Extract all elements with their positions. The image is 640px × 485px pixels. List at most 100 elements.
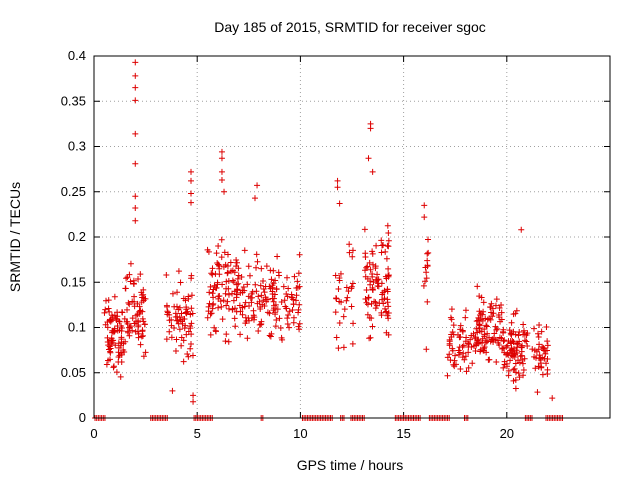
data-point <box>272 277 279 284</box>
data-point <box>103 361 110 368</box>
data-point <box>221 249 228 256</box>
data-point <box>367 125 374 132</box>
data-point <box>258 292 265 299</box>
data-point <box>135 334 142 341</box>
data-point <box>204 314 211 321</box>
data-point <box>535 333 542 340</box>
data-point <box>116 327 123 334</box>
data-point <box>498 301 505 308</box>
data-point <box>507 357 514 364</box>
data-point <box>250 312 257 319</box>
data-point <box>223 302 230 309</box>
data-point <box>220 297 227 304</box>
data-point <box>218 148 225 155</box>
data-point <box>227 259 234 266</box>
data-point <box>225 278 232 285</box>
data-point <box>118 334 125 341</box>
data-point <box>349 340 356 347</box>
data-point <box>450 322 457 329</box>
data-point <box>511 365 518 372</box>
data-point <box>166 328 173 335</box>
data-point <box>515 332 522 339</box>
data-point <box>472 333 479 340</box>
data-point <box>541 355 548 362</box>
data-point <box>290 319 297 326</box>
data-point <box>132 217 139 224</box>
data-point <box>384 312 391 319</box>
data-point <box>209 301 216 308</box>
data-point <box>209 271 216 278</box>
data-point <box>513 347 520 354</box>
data-point <box>544 342 551 349</box>
data-point <box>246 272 253 279</box>
data-point <box>222 290 229 297</box>
data-point <box>187 311 194 318</box>
data-point <box>507 330 514 337</box>
data-point <box>132 205 139 212</box>
data-point <box>473 325 480 332</box>
data-point <box>549 395 556 402</box>
data-point <box>163 303 170 310</box>
data-point <box>460 342 467 349</box>
data-point <box>207 331 214 338</box>
data-point <box>260 297 267 304</box>
y-axis-label: SRMTID / TECUs <box>7 182 23 292</box>
data-point <box>292 297 299 304</box>
data-point <box>504 342 511 349</box>
data-point <box>168 334 175 341</box>
data-point <box>291 273 298 280</box>
data-point <box>245 263 252 270</box>
x-tick-label: 20 <box>500 426 514 441</box>
data-point <box>102 306 109 313</box>
data-point <box>296 326 303 333</box>
data-point <box>142 349 149 356</box>
data-point <box>108 335 115 342</box>
data-point <box>506 327 513 334</box>
data-point <box>270 267 277 274</box>
data-point <box>179 320 186 327</box>
y-tick-label: 0.2 <box>68 229 86 244</box>
data-point <box>124 306 131 313</box>
data-point <box>385 303 392 310</box>
data-point <box>177 279 184 286</box>
data-point <box>229 267 236 274</box>
y-tick-label: 0.05 <box>61 365 86 380</box>
data-point <box>244 281 251 288</box>
data-point <box>137 341 144 348</box>
data-point <box>209 290 216 297</box>
data-point <box>490 310 497 317</box>
data-point <box>515 370 522 377</box>
data-point <box>257 282 264 289</box>
x-tick-label: 10 <box>293 426 307 441</box>
data-point <box>500 364 507 371</box>
data-point <box>380 242 387 249</box>
data-point <box>421 202 428 209</box>
data-point <box>218 168 225 175</box>
data-point <box>132 160 139 167</box>
data-point <box>185 353 192 360</box>
data-point <box>289 307 296 314</box>
data-point <box>278 334 285 341</box>
data-point <box>255 293 262 300</box>
data-point <box>448 306 455 313</box>
data-point <box>544 338 551 345</box>
data-point <box>188 177 195 184</box>
data-point <box>479 339 486 346</box>
data-point <box>116 318 123 325</box>
data-point <box>266 332 273 339</box>
data-point <box>296 251 303 258</box>
data-point <box>481 344 488 351</box>
data-point <box>363 287 370 294</box>
data-point <box>119 309 126 316</box>
data-point <box>105 297 112 304</box>
data-point <box>132 130 139 137</box>
data-point <box>239 311 246 318</box>
plot-border <box>93 55 611 419</box>
data-point <box>223 278 230 285</box>
data-point <box>537 356 544 363</box>
data-point <box>538 364 545 371</box>
data-point <box>492 323 499 330</box>
data-point <box>520 327 527 334</box>
data-point <box>293 292 300 299</box>
data-point <box>363 264 370 271</box>
